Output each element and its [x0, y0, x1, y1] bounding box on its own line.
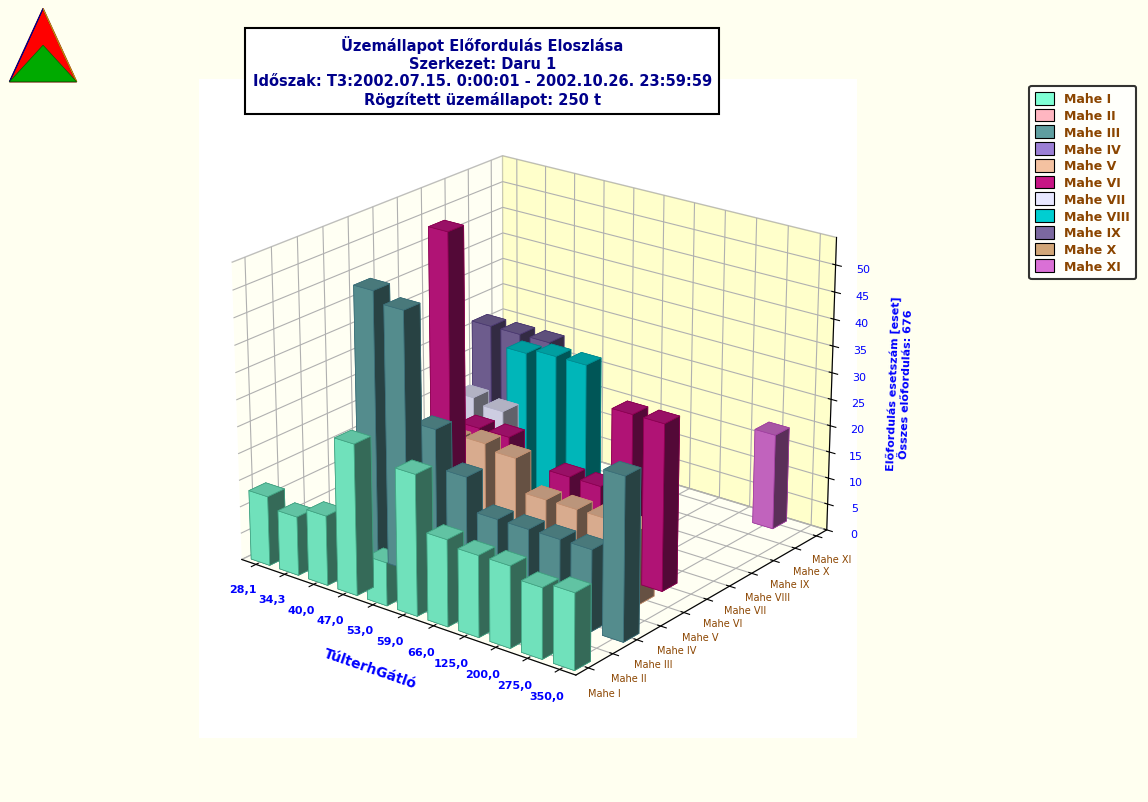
Polygon shape	[44, 10, 77, 83]
Polygon shape	[9, 10, 44, 83]
Polygon shape	[9, 10, 77, 83]
X-axis label: TúlterhGátló: TúlterhGátló	[323, 646, 419, 691]
Text: Üzemállapot Előfordulás Eloszlása
Szerkezet: Daru 1
Időszak: T3:2002.07.15. 0:00: Üzemállapot Előfordulás Eloszlása Szerke…	[253, 36, 712, 107]
Legend: Mahe I, Mahe II, Mahe III, Mahe IV, Mahe V, Mahe VI, Mahe VII, Mahe VIII, Mahe I: Mahe I, Mahe II, Mahe III, Mahe IV, Mahe…	[1029, 87, 1137, 280]
Polygon shape	[9, 46, 77, 83]
